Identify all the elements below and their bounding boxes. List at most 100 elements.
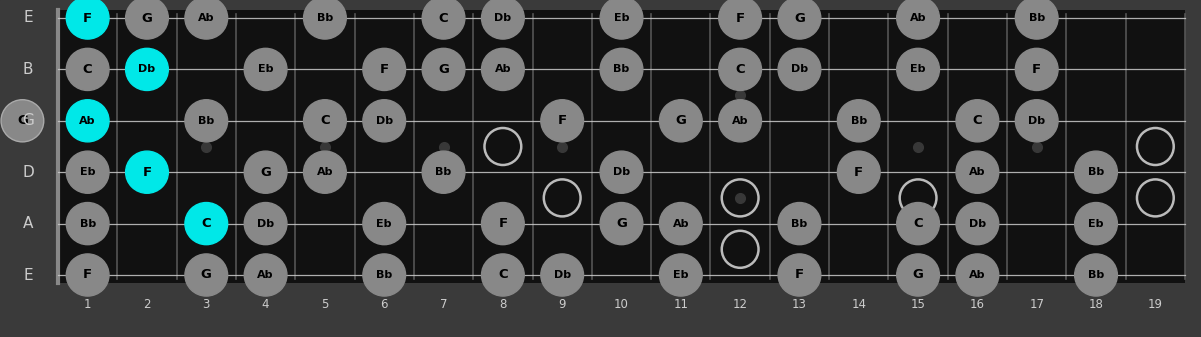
- Text: C: C: [913, 217, 922, 230]
- Text: Eb: Eb: [614, 13, 629, 23]
- Text: Bb: Bb: [1088, 270, 1104, 280]
- Text: 2: 2: [143, 299, 150, 311]
- Text: Bb: Bb: [791, 219, 807, 228]
- Ellipse shape: [126, 0, 168, 39]
- Ellipse shape: [304, 100, 346, 142]
- Text: Eb: Eb: [910, 64, 926, 74]
- Text: F: F: [557, 114, 567, 127]
- Text: G: G: [22, 113, 34, 128]
- Text: Ab: Ab: [731, 116, 748, 126]
- Text: Eb: Eb: [376, 219, 392, 228]
- Ellipse shape: [540, 254, 584, 296]
- Text: G: G: [438, 63, 449, 76]
- Text: 3: 3: [203, 299, 210, 311]
- Ellipse shape: [363, 48, 406, 90]
- Ellipse shape: [837, 151, 880, 193]
- Text: Bb: Bb: [1028, 13, 1045, 23]
- Text: Ab: Ab: [198, 13, 215, 23]
- Text: Ab: Ab: [969, 167, 986, 177]
- Ellipse shape: [66, 100, 109, 142]
- Text: G: G: [913, 269, 924, 281]
- Text: G: G: [794, 11, 805, 25]
- Text: 10: 10: [614, 299, 629, 311]
- Text: 15: 15: [910, 299, 926, 311]
- Ellipse shape: [482, 0, 524, 39]
- Text: Eb: Eb: [80, 167, 95, 177]
- Ellipse shape: [185, 254, 228, 296]
- Ellipse shape: [956, 100, 999, 142]
- Ellipse shape: [244, 254, 287, 296]
- Text: Db: Db: [1028, 116, 1045, 126]
- Ellipse shape: [363, 203, 406, 245]
- Text: G: G: [261, 166, 271, 179]
- Text: Bb: Bb: [79, 219, 96, 228]
- Ellipse shape: [66, 48, 109, 90]
- Ellipse shape: [897, 203, 939, 245]
- Ellipse shape: [718, 0, 761, 39]
- Text: Ab: Ab: [673, 219, 689, 228]
- Ellipse shape: [778, 203, 820, 245]
- Text: Ab: Ab: [910, 13, 926, 23]
- Text: G: G: [17, 114, 28, 127]
- Text: Db: Db: [495, 13, 512, 23]
- Ellipse shape: [423, 48, 465, 90]
- Text: Ab: Ab: [317, 167, 333, 177]
- Ellipse shape: [66, 0, 109, 39]
- Text: 5: 5: [321, 299, 329, 311]
- Text: 19: 19: [1148, 299, 1163, 311]
- Text: G: G: [675, 114, 686, 127]
- Ellipse shape: [837, 100, 880, 142]
- Text: F: F: [83, 11, 92, 25]
- Text: F: F: [735, 11, 745, 25]
- Text: Db: Db: [613, 167, 631, 177]
- Ellipse shape: [304, 0, 346, 39]
- Ellipse shape: [600, 48, 643, 90]
- Ellipse shape: [363, 254, 406, 296]
- Ellipse shape: [1015, 0, 1058, 39]
- Ellipse shape: [185, 0, 228, 39]
- Ellipse shape: [482, 254, 524, 296]
- Text: 18: 18: [1088, 299, 1104, 311]
- Text: Eb: Eb: [1088, 219, 1104, 228]
- Ellipse shape: [540, 100, 584, 142]
- Text: D: D: [22, 165, 34, 180]
- Ellipse shape: [956, 203, 999, 245]
- Ellipse shape: [1015, 100, 1058, 142]
- Ellipse shape: [244, 48, 287, 90]
- Ellipse shape: [1075, 203, 1117, 245]
- Text: F: F: [83, 269, 92, 281]
- Bar: [58, 10, 1185, 283]
- Text: A: A: [23, 216, 34, 231]
- Text: 1: 1: [84, 299, 91, 311]
- Ellipse shape: [66, 254, 109, 296]
- Ellipse shape: [659, 203, 703, 245]
- Ellipse shape: [126, 151, 168, 193]
- Text: Bb: Bb: [317, 13, 333, 23]
- Ellipse shape: [600, 203, 643, 245]
- Text: C: C: [321, 114, 330, 127]
- Text: F: F: [143, 166, 151, 179]
- Text: 16: 16: [970, 299, 985, 311]
- Text: 17: 17: [1029, 299, 1044, 311]
- Ellipse shape: [244, 151, 287, 193]
- Ellipse shape: [66, 203, 109, 245]
- Text: E: E: [23, 268, 32, 282]
- Text: Bb: Bb: [376, 270, 393, 280]
- Text: 6: 6: [381, 299, 388, 311]
- Ellipse shape: [778, 254, 820, 296]
- Text: F: F: [795, 269, 803, 281]
- Ellipse shape: [897, 48, 939, 90]
- Text: Bb: Bb: [850, 116, 867, 126]
- Ellipse shape: [1015, 48, 1058, 90]
- Ellipse shape: [185, 203, 228, 245]
- Ellipse shape: [1075, 151, 1117, 193]
- Ellipse shape: [778, 48, 820, 90]
- Ellipse shape: [126, 48, 168, 90]
- Text: B: B: [23, 62, 34, 77]
- Text: 14: 14: [852, 299, 866, 311]
- Text: 9: 9: [558, 299, 566, 311]
- Text: Ab: Ab: [495, 64, 512, 74]
- Text: Db: Db: [138, 64, 156, 74]
- Text: 8: 8: [500, 299, 507, 311]
- Text: F: F: [1032, 63, 1041, 76]
